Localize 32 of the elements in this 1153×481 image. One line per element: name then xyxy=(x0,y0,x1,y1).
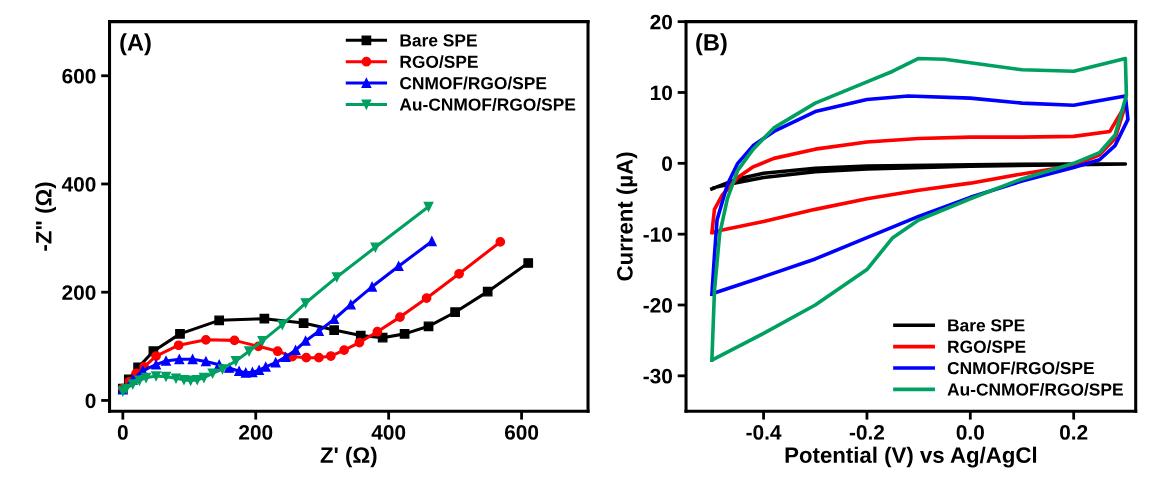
legend-label: Bare SPE xyxy=(400,34,477,47)
y-tick-label: 20 xyxy=(650,14,672,30)
x-tick-label: 200 xyxy=(239,425,273,440)
x-axis-title: Potential (V) vs Ag/AgCl xyxy=(785,446,1037,468)
y-tick-label: 200 xyxy=(62,285,96,300)
y-tick-label: 600 xyxy=(62,68,96,84)
annotation: (A) xyxy=(120,33,151,56)
x-tick-label: 600 xyxy=(504,425,539,440)
x-tick-label: 0.2 xyxy=(1060,425,1088,440)
y-tick-label: 10 xyxy=(650,85,672,101)
x-tick-label: -0.4 xyxy=(746,425,782,440)
legend-label: CNMOF/RGO/SPE xyxy=(400,76,547,90)
y-tick-label: 400 xyxy=(61,176,96,192)
legend-label: Bare SPE xyxy=(948,319,1025,332)
x-tick-label: -0.2 xyxy=(849,425,885,440)
y-tick-label: 0 xyxy=(662,156,672,172)
annotation: (B) xyxy=(696,33,727,56)
y-tick-label: -20 xyxy=(643,298,672,313)
x-tick-label: 0 xyxy=(117,425,128,440)
x-tick-label: 400 xyxy=(371,425,406,440)
legend-label: Au-CNMOF/RGO/SPE xyxy=(947,382,1123,396)
y-tick-label: -10 xyxy=(643,227,672,242)
y-tick-label: 0 xyxy=(85,393,96,409)
legend-label: CNMOF/RGO/SPE xyxy=(947,361,1094,375)
legend-label: RGO/SPE xyxy=(948,340,1026,354)
x-tick-label: 0.0 xyxy=(956,425,984,440)
y-axis-title: Current (µA) xyxy=(616,152,638,281)
legend-label: Au-CNMOF/RGO/SPE xyxy=(399,97,576,111)
y-tick-label: -30 xyxy=(643,368,672,384)
y-axis-title: -Z" (Ω) xyxy=(35,182,57,251)
x-axis-title: Z' (Ω) xyxy=(320,446,377,468)
legend-label: RGO/SPE xyxy=(400,55,478,69)
